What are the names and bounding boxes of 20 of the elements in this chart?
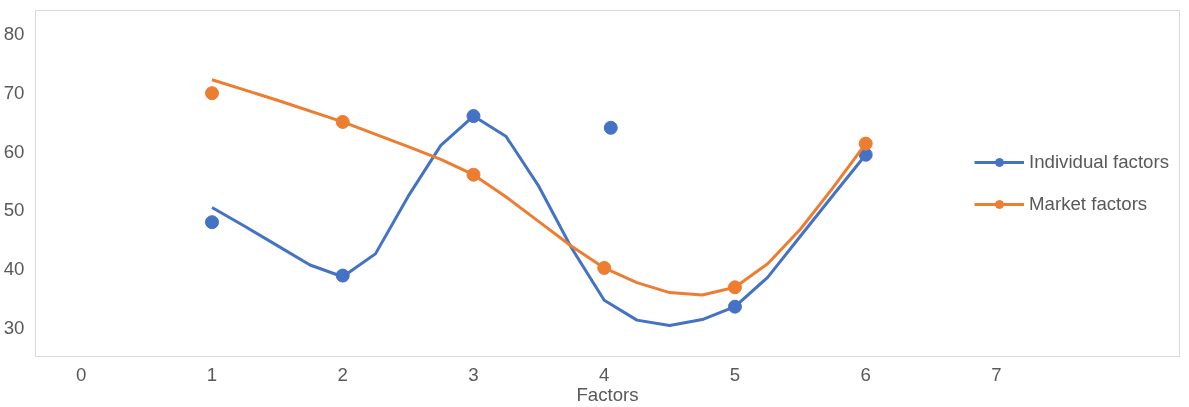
- point: [603, 120, 618, 135]
- legend-label: Market factors: [1029, 193, 1148, 215]
- point: [205, 215, 219, 230]
- x-tick-label: 7: [991, 363, 1002, 385]
- x-tick-label: 4: [599, 363, 610, 385]
- x-tick-label: 6: [860, 363, 871, 385]
- x-tick-label: 2: [337, 363, 348, 385]
- y-tick-label: 30: [3, 316, 25, 338]
- y-tick-label: 60: [3, 140, 25, 162]
- x-tick-label: 3: [468, 363, 479, 385]
- x-tick-label: 1: [206, 363, 218, 385]
- point: [205, 86, 219, 101]
- y-tick-label: 70: [3, 82, 25, 104]
- y-tick-label: 80: [3, 23, 25, 45]
- x-tick-label: 5: [729, 363, 741, 385]
- y-tick-label: 40: [3, 258, 25, 280]
- x-axis-title: Factors: [576, 383, 639, 405]
- y-tick-label: 50: [3, 199, 25, 221]
- x-tick-label: 0: [76, 363, 87, 385]
- legend-label: Individual factors: [1029, 151, 1169, 173]
